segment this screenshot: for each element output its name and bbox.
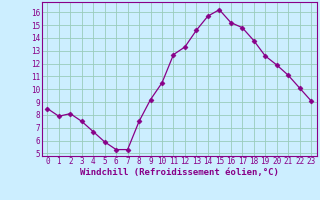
X-axis label: Windchill (Refroidissement éolien,°C): Windchill (Refroidissement éolien,°C) [80,168,279,177]
